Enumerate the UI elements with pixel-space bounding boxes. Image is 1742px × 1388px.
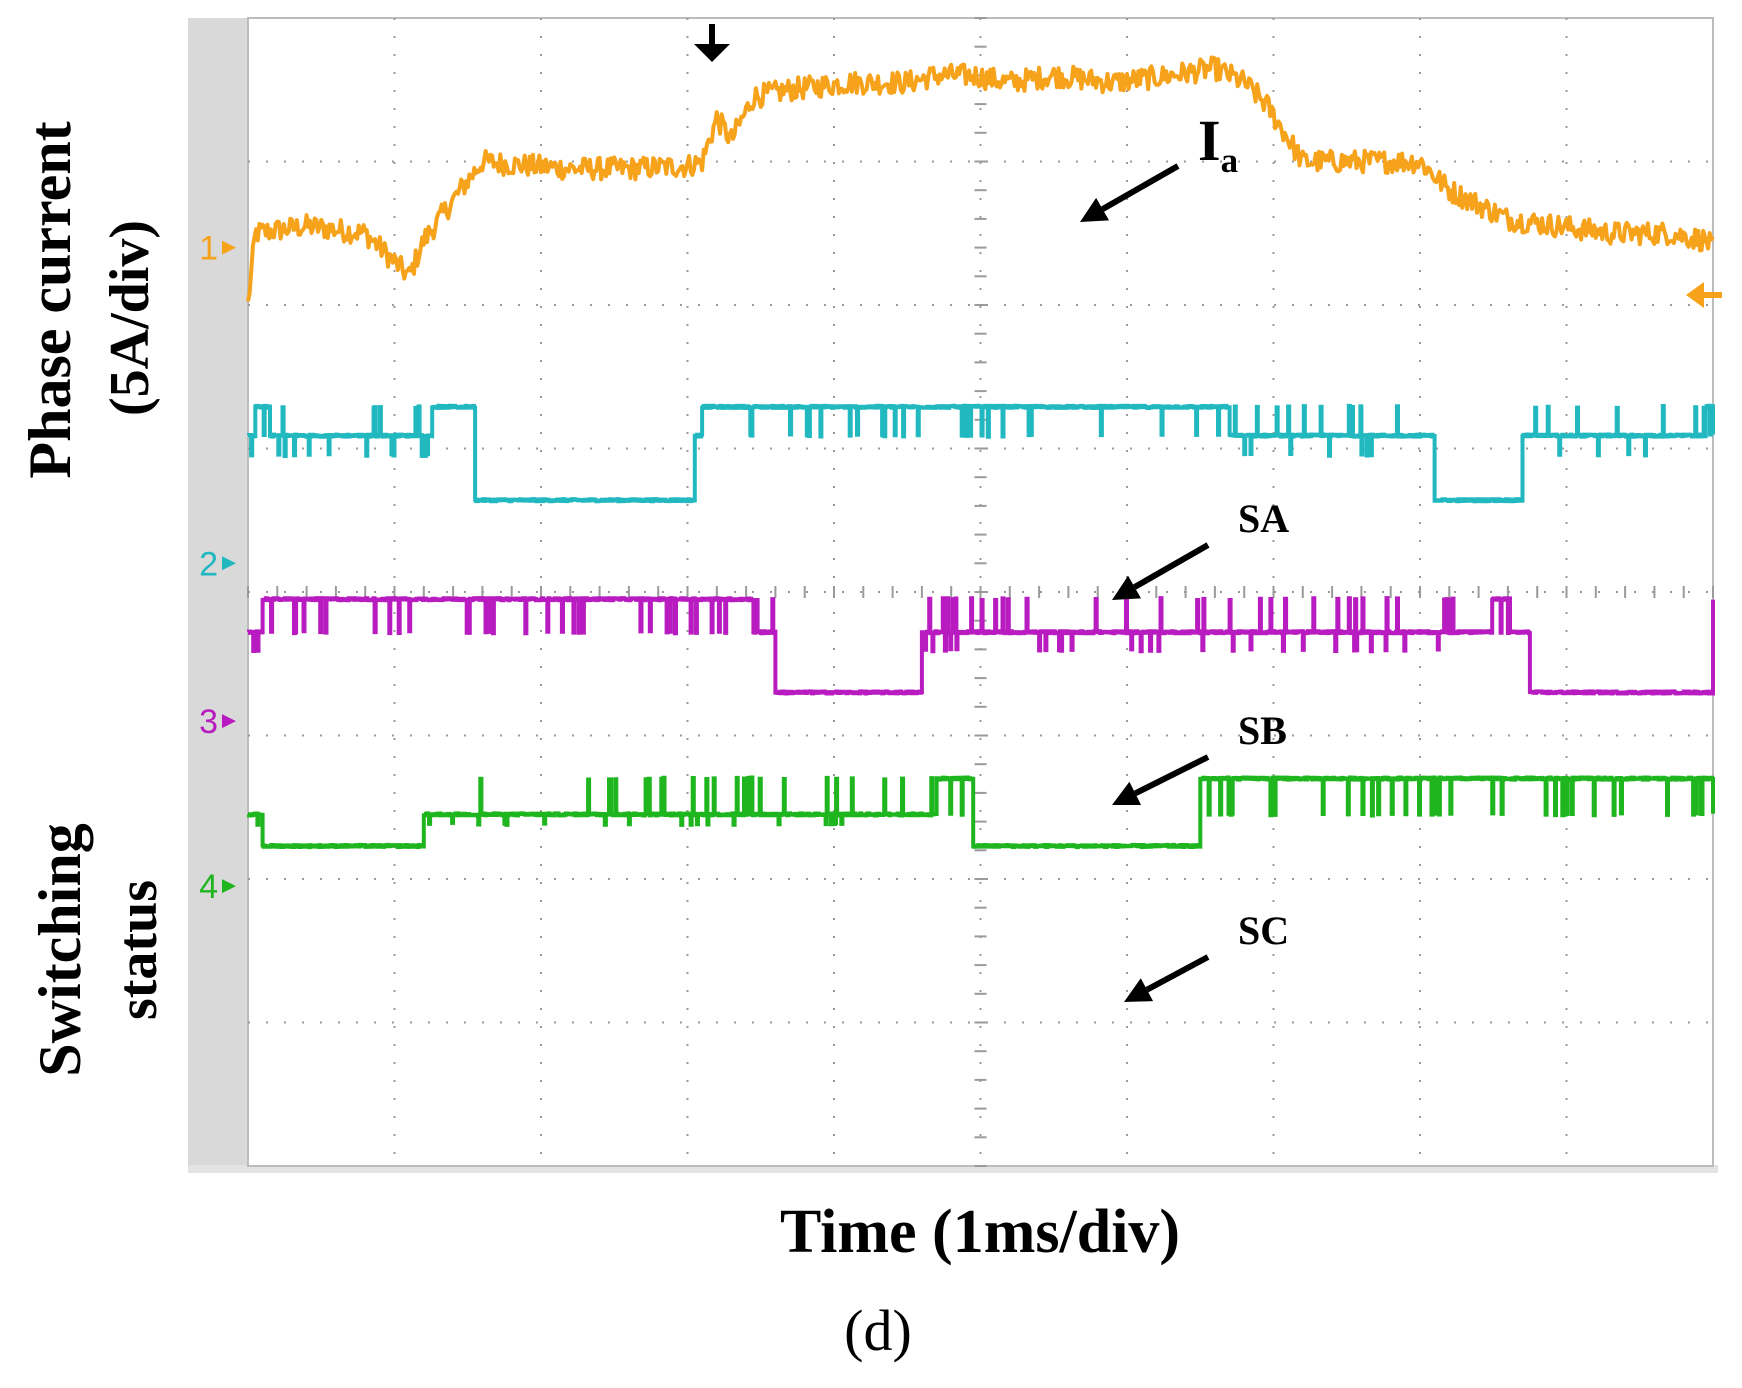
traces: [246, 55, 1715, 850]
channel-markers: 1 2 3 4: [199, 230, 236, 906]
trace-SC: [247, 775, 1715, 850]
channel-marker-1: 1: [199, 230, 218, 268]
trace-Ia: [246, 55, 1715, 302]
annotation-arrow-SA: [1133, 542, 1210, 590]
grid: [247, 17, 1714, 1167]
trigger-arrow-icon: [694, 24, 730, 62]
annotation-arrow-Ia: [1101, 163, 1180, 212]
annotation-arrowhead-icon: [1124, 978, 1154, 1002]
annotation-arrowhead-icon: [1112, 575, 1142, 600]
channel-marker-3: 3: [199, 703, 218, 741]
channel-marker-arrow-icon: [222, 714, 236, 729]
annotation-label-SC: SC: [1238, 908, 1289, 953]
x-axis-label: Time (1ms/div): [780, 1198, 1180, 1266]
trace-SB: [247, 596, 1715, 696]
channel-marker-arrow-icon: [222, 240, 236, 255]
channel-marker-arrow-icon: [222, 879, 236, 894]
figure-caption: (d): [844, 1298, 912, 1363]
channel-marker-arrow-icon: [222, 556, 236, 571]
channel-marker-2: 2: [199, 545, 218, 583]
left-frame-strip: [188, 18, 248, 1173]
channel-marker-4: 4: [199, 868, 218, 906]
annotation-arrowhead-icon: [1112, 781, 1142, 805]
bottom-frame-strip: [188, 1165, 1718, 1173]
reference-level-arrow-icon: [1686, 282, 1722, 308]
y-axis-label-switching-line1: Switching: [27, 823, 93, 1076]
y-axis-label-current-line2: (5A/div): [99, 220, 161, 416]
y-axis-label-switching-line2: status: [107, 880, 169, 1020]
annotation-label-SB: SB: [1238, 708, 1287, 753]
annotation-arrow-SC: [1145, 954, 1210, 993]
trace-SA: [247, 403, 1715, 504]
y-axis-label-current-line1: Phase current: [17, 121, 83, 478]
annotation-arrowhead-icon: [1080, 197, 1110, 222]
annotation-label-SA: SA: [1238, 496, 1289, 541]
annotation-arrow-SB: [1133, 754, 1210, 797]
